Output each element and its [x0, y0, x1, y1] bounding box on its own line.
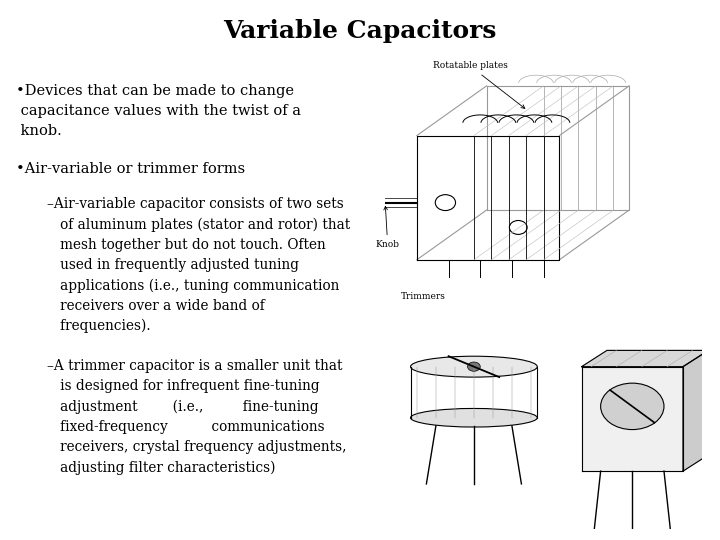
Text: •Air-variable or trimmer forms: •Air-variable or trimmer forms	[16, 162, 245, 176]
Text: –A trimmer capacitor is a smaller unit that
   is designed for infrequent fine-t: –A trimmer capacitor is a smaller unit t…	[47, 359, 346, 475]
Ellipse shape	[410, 356, 537, 377]
Text: –Air-variable capacitor consists of two sets
   of aluminum plates (stator and r: –Air-variable capacitor consists of two …	[47, 197, 350, 333]
Text: Rotatable plates: Rotatable plates	[433, 62, 525, 109]
Polygon shape	[683, 350, 708, 471]
Circle shape	[600, 383, 664, 430]
Text: Knob: Knob	[376, 206, 400, 249]
Text: Variable Capacitors: Variable Capacitors	[223, 19, 497, 43]
Circle shape	[467, 362, 480, 372]
Ellipse shape	[410, 408, 537, 427]
Text: Trimmers: Trimmers	[401, 292, 446, 301]
Polygon shape	[582, 350, 708, 367]
Text: •Devices that can be made to change
 capacitance values with the twist of a
 kno: •Devices that can be made to change capa…	[16, 84, 301, 138]
Polygon shape	[582, 367, 683, 471]
